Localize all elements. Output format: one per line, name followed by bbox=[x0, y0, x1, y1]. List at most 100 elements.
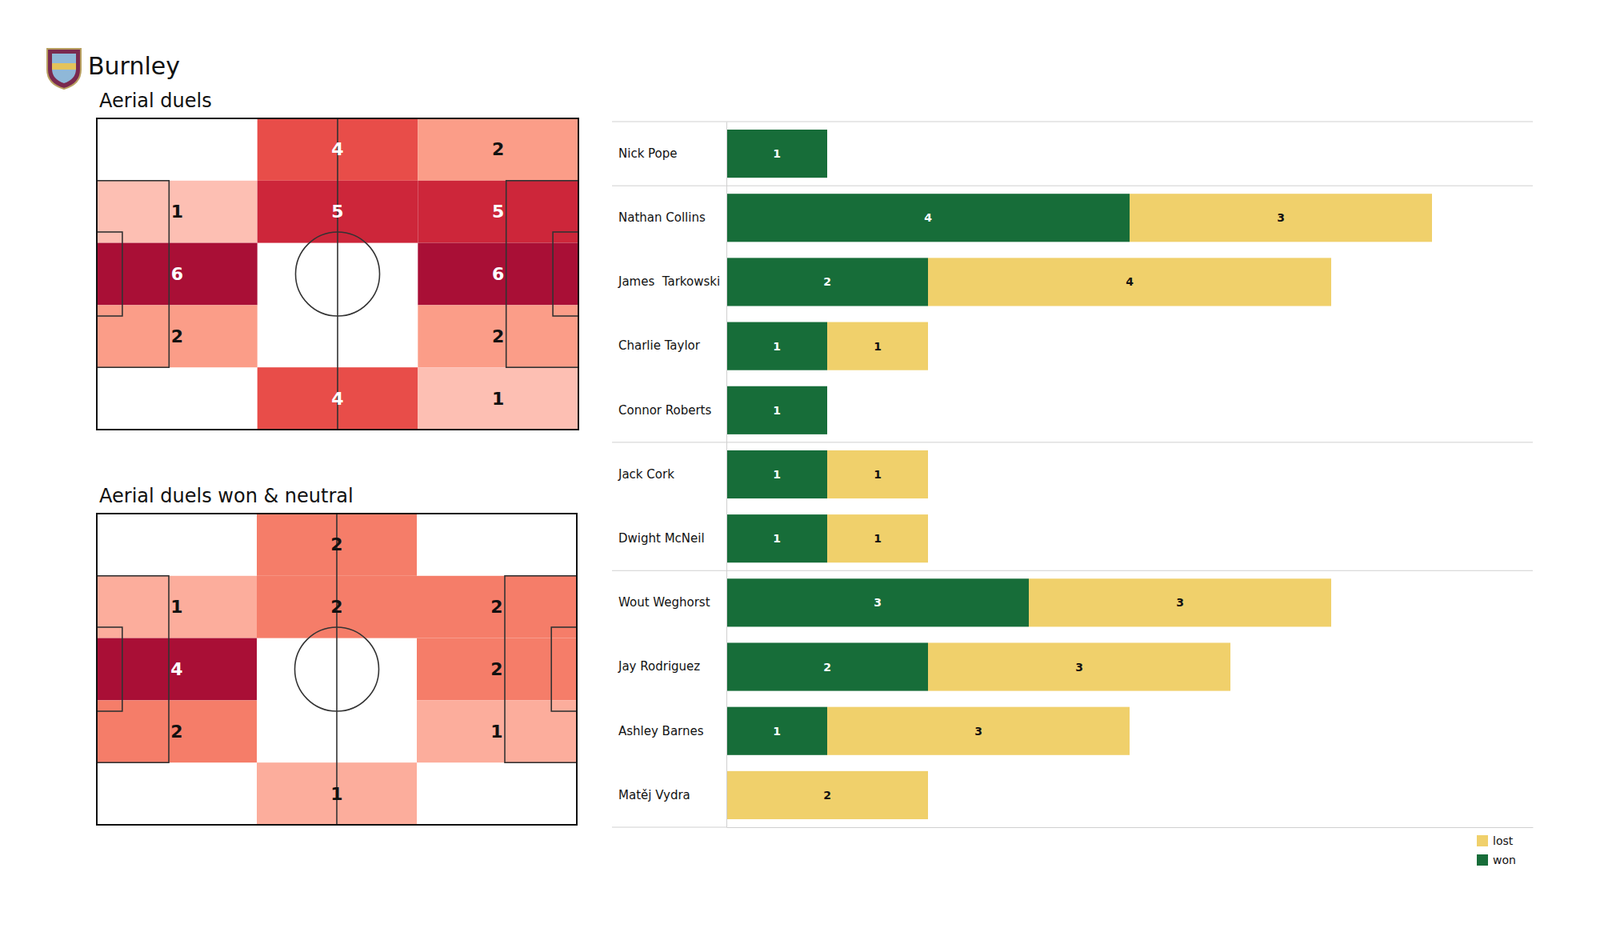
cell-label: 2 bbox=[492, 326, 504, 347]
heat-cell bbox=[416, 700, 577, 763]
bar-segment bbox=[827, 707, 1130, 756]
y-axis-line bbox=[726, 122, 728, 828]
cell-label: 1 bbox=[171, 201, 184, 222]
legend-label: lost bbox=[1492, 834, 1514, 848]
data-label: 1 bbox=[772, 404, 781, 417]
y-tick: Ashley Barnes bbox=[618, 724, 727, 739]
y-tick: Charlie Taylor bbox=[618, 338, 727, 353]
cell-label: 1 bbox=[170, 596, 183, 617]
halfway-line bbox=[336, 513, 338, 825]
bar-segment bbox=[726, 707, 828, 756]
y-tick-label: Nick Pope bbox=[618, 146, 678, 161]
heat-cell bbox=[417, 367, 579, 430]
bar-segment bbox=[726, 450, 828, 499]
legend-label: won bbox=[1492, 853, 1516, 867]
bar-segment bbox=[928, 257, 1332, 306]
cell-label: 2 bbox=[330, 534, 343, 555]
bar-segment bbox=[726, 771, 928, 820]
bar-segment bbox=[726, 322, 828, 371]
group-separator bbox=[612, 570, 1533, 572]
cell-label: 6 bbox=[171, 264, 184, 284]
penalty-box-right bbox=[504, 576, 577, 763]
y-tick-label: Matěj Vydra bbox=[618, 788, 691, 803]
group-separator bbox=[612, 121, 1533, 123]
bar-segment bbox=[827, 514, 928, 563]
data-label: 3 bbox=[873, 596, 882, 609]
data-label: 1 bbox=[873, 532, 882, 545]
cell-label: 1 bbox=[330, 784, 343, 804]
data-label: 1 bbox=[873, 468, 882, 481]
cell-label: 2 bbox=[330, 596, 343, 617]
heat-cell bbox=[96, 243, 258, 306]
y-tick-label: Jack Cork bbox=[617, 467, 675, 482]
y-tick: James Tarkowski bbox=[617, 274, 727, 289]
data-label: 4 bbox=[924, 211, 932, 224]
team-badge bbox=[47, 48, 81, 89]
y-axis: Nick PopeNathan CollinsJames TarkowskiCh… bbox=[617, 122, 728, 828]
y-tick: Jay Rodriguez bbox=[617, 659, 727, 674]
heat-cell bbox=[96, 576, 257, 639]
six-yard-box-left bbox=[96, 232, 123, 316]
six-yard-box-right bbox=[552, 232, 579, 316]
cell-label: 2 bbox=[171, 326, 184, 347]
y-tick: Jack Cork bbox=[617, 467, 727, 482]
cell-label: 1 bbox=[492, 388, 504, 409]
badge-inner bbox=[52, 53, 76, 84]
y-tick-label: Ashley Barnes bbox=[618, 724, 704, 739]
data-label: 3 bbox=[1276, 211, 1285, 224]
data-label: 1 bbox=[873, 340, 882, 353]
y-tick-label: Connor Roberts bbox=[618, 403, 712, 418]
x-axis bbox=[727, 827, 1534, 828]
cell-label: 5 bbox=[331, 201, 344, 222]
y-tick: Connor Roberts bbox=[618, 403, 727, 418]
legend: lost won bbox=[1476, 834, 1516, 867]
centre-circle bbox=[295, 232, 380, 316]
chart-title: Aerial duels won & neutral bbox=[99, 484, 354, 508]
cell-label: 4 bbox=[331, 388, 344, 409]
data-label: 1 bbox=[772, 147, 781, 160]
y-tick-label: Charlie Taylor bbox=[618, 338, 701, 353]
bar-segment bbox=[726, 578, 1029, 627]
bar-segment bbox=[928, 642, 1231, 691]
page-title: Burnley bbox=[88, 52, 180, 80]
heat-cell bbox=[96, 700, 257, 763]
cell-label: 2 bbox=[490, 659, 503, 680]
y-tick: Matěj Vydra bbox=[618, 788, 727, 803]
data-label: 3 bbox=[1075, 660, 1084, 674]
penalty-box-right bbox=[506, 180, 579, 368]
bar-segment bbox=[726, 193, 1130, 242]
bar-chart: 1421111321341113332Nick PopeNathan Colli… bbox=[612, 121, 1534, 867]
y-tick-label: James Tarkowski bbox=[617, 274, 720, 289]
bar-segment bbox=[1129, 193, 1432, 242]
separators bbox=[612, 121, 1533, 828]
centre-circle bbox=[294, 627, 379, 712]
cell-label: 4 bbox=[331, 139, 344, 160]
pitch-lines bbox=[96, 513, 577, 825]
badge-shield bbox=[47, 48, 81, 89]
chart-title: Aerial duels bbox=[99, 89, 212, 112]
heatmap: Aerial duels42155662241 bbox=[96, 89, 579, 430]
bars bbox=[726, 129, 1432, 820]
data-label: 1 bbox=[772, 468, 781, 481]
y-tick-label: Dwight McNeil bbox=[618, 531, 705, 546]
bar-segment bbox=[726, 386, 828, 435]
cell-label: 6 bbox=[492, 264, 504, 284]
six-yard-box-left bbox=[96, 627, 123, 712]
data-label: 2 bbox=[823, 660, 832, 674]
pitch-lines bbox=[96, 118, 579, 430]
badge-band bbox=[52, 63, 76, 70]
legend-swatch bbox=[1476, 854, 1488, 866]
six-yard-box-right bbox=[551, 627, 577, 712]
cell-label: 1 bbox=[490, 721, 503, 742]
bar-segment bbox=[1028, 578, 1332, 627]
heat-cell bbox=[417, 180, 579, 244]
pitch-outline bbox=[96, 118, 579, 430]
bar-segment bbox=[726, 257, 928, 306]
heat-cell bbox=[416, 638, 577, 701]
group-separator bbox=[612, 441, 1533, 443]
group-separator bbox=[612, 185, 1533, 187]
cell-label: 2 bbox=[492, 139, 504, 160]
heat-cell bbox=[417, 304, 579, 368]
heat-cell bbox=[96, 180, 258, 244]
data-label: 1 bbox=[772, 724, 781, 738]
